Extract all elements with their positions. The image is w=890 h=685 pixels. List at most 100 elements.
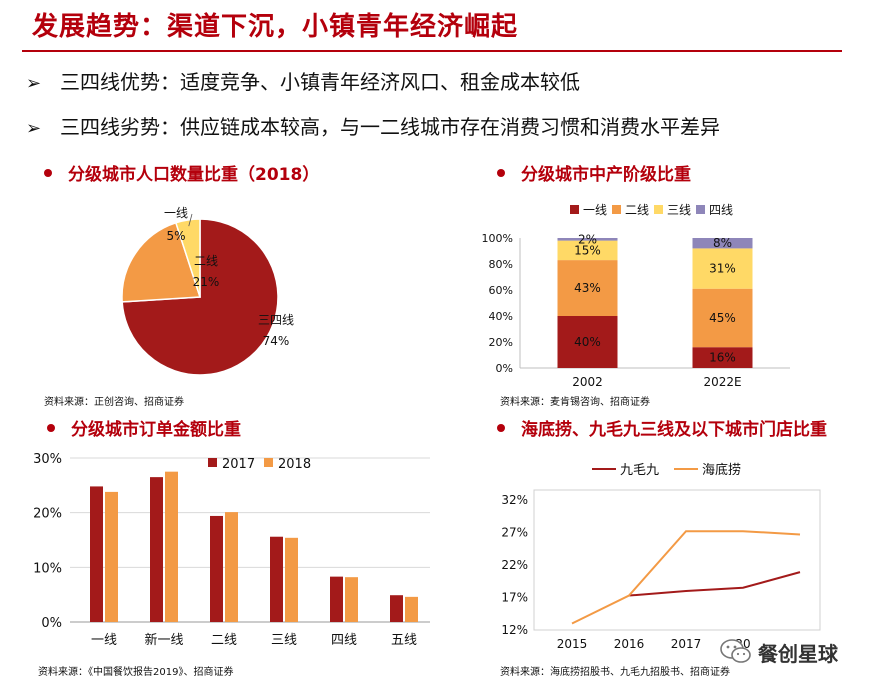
data-label: 45% xyxy=(709,311,736,325)
y-tick-label: 22% xyxy=(501,558,528,572)
store-title-text: 海底捞、九毛九三线及以下城市门店比重 xyxy=(521,420,827,440)
legend-swatch xyxy=(208,458,217,467)
bar xyxy=(105,491,118,622)
y-tick-label: 20% xyxy=(33,507,62,522)
order-source: 资料来源：《中国餐饮报告2019》、招商证券 xyxy=(38,667,234,678)
y-tick-label: 60% xyxy=(489,284,513,297)
legend-label: 二线 xyxy=(625,203,649,217)
bar xyxy=(270,536,283,622)
y-tick-label: 12% xyxy=(501,623,528,637)
bar xyxy=(90,486,103,622)
x-tick-label: 新一线 xyxy=(144,632,183,648)
pie-value-label: 5% xyxy=(166,229,185,243)
data-label: 16% xyxy=(709,351,736,365)
bar xyxy=(210,515,223,622)
pie-label: 三四线 xyxy=(258,313,294,327)
store-source: 资料来源：海底捞招股书、九毛九招股书、招商证券 xyxy=(500,667,730,678)
store-section-title: 海底捞、九毛九三线及以下城市门店比重 xyxy=(497,415,827,440)
y-tick-label: 17% xyxy=(501,591,528,605)
watermark: 餐创星球 xyxy=(718,636,868,666)
order-title-text: 分级城市订单金额比重 xyxy=(71,420,241,440)
stacked-bar-chart: 一线 二线 三线 四线 0% 20% 40% 60% 80% 100% 40% 43% 15%2% 200… xyxy=(482,203,790,389)
bar xyxy=(165,471,178,622)
grouped-bar-chart: 0% 10% 20% 30% 2017 2018 一线 新一线 二线 三线 四线 五线 xyxy=(33,452,430,648)
pie-chart: 三四线 74% 二线 21% 一线 5% xyxy=(121,206,294,376)
y-tick-label: 27% xyxy=(501,526,528,540)
pie-title-text: 分级城市人口数量比重（2018） xyxy=(68,165,320,185)
bar xyxy=(405,596,418,622)
x-tick-label: 2017 xyxy=(671,637,702,651)
stack-source: 资料来源：麦肯锡咨询、招商证券 xyxy=(500,397,650,408)
stacked-bar-segment xyxy=(557,316,618,368)
data-label: 15% xyxy=(574,243,601,257)
stacked-bar-segment xyxy=(557,260,618,316)
x-tick-label: 二线 xyxy=(211,633,237,648)
pie-slice xyxy=(121,221,202,303)
y-tick-label: 30% xyxy=(33,452,62,467)
pie-source: 资料来源：正创咨询、招商证券 xyxy=(44,397,184,408)
bullet-dot-icon xyxy=(44,169,52,177)
arrow-bullet-icon: ➢ xyxy=(26,118,42,139)
legend-label: 三线 xyxy=(667,203,691,217)
legend-swatch xyxy=(654,205,663,214)
data-label: 40% xyxy=(574,335,601,349)
x-tick-label: 2002 xyxy=(572,375,603,389)
page-title: 发展趋势：渠道下沉，小镇青年经济崛起 xyxy=(32,12,519,42)
y-tick-label: 40% xyxy=(489,310,513,323)
bullet-text: 三四线优势：适度竞争、小镇青年经济风口、租金成本较低 xyxy=(60,70,580,94)
legend-label: 九毛九 xyxy=(620,463,659,478)
bar xyxy=(150,477,163,622)
legend-label: 2018 xyxy=(278,457,311,472)
x-tick-label: 2022E xyxy=(703,375,741,389)
legend-label: 一线 xyxy=(583,203,607,217)
title-divider xyxy=(22,50,842,52)
x-tick-label: 一线 xyxy=(91,633,117,648)
legend-label: 2017 xyxy=(222,457,255,472)
x-tick-label: 四线 xyxy=(331,633,357,648)
y-tick-label: 0% xyxy=(496,362,513,375)
pie-value-label: 21% xyxy=(193,275,220,289)
stacked-bar-segment xyxy=(557,238,618,241)
stacked-bar-segment xyxy=(692,248,753,289)
legend-label: 海底捞 xyxy=(702,462,741,478)
y-tick-label: 20% xyxy=(489,336,513,349)
order-section-title: 分级城市订单金额比重 xyxy=(47,415,241,440)
data-label: 2% xyxy=(578,232,597,246)
legend-swatch xyxy=(696,205,705,214)
x-tick-label: 五线 xyxy=(391,633,417,648)
stacked-bar-segment xyxy=(692,238,753,249)
stacked-bar-segment xyxy=(692,347,753,368)
bullet-advantages: ➢ 三四线优势：适度竞争、小镇青年经济风口、租金成本较低 xyxy=(26,66,580,95)
stack-title-text: 分级城市中产阶级比重 xyxy=(521,165,691,185)
y-tick-label: 32% xyxy=(501,493,528,507)
pie-leader-line xyxy=(188,213,193,227)
y-tick-label: 80% xyxy=(489,258,513,271)
bar xyxy=(225,512,238,622)
y-tick-label: 10% xyxy=(33,561,62,576)
pie-value-label: 74% xyxy=(263,334,290,348)
data-label: 8% xyxy=(713,236,732,250)
pie-label: 一线 xyxy=(164,206,188,220)
bar xyxy=(390,595,403,622)
legend-swatch xyxy=(264,458,273,467)
stacked-bar-segment xyxy=(557,240,618,261)
series-line xyxy=(571,530,801,625)
data-label: 31% xyxy=(709,262,736,276)
bullet-dot-icon xyxy=(497,424,505,432)
pie-label: 二线 xyxy=(194,254,218,268)
arrow-bullet-icon: ➢ xyxy=(26,73,42,94)
y-tick-label: 100% xyxy=(482,232,513,245)
bullet-disadvantages: ➢ 三四线劣势：供应链成本较高，与一二线城市存在消费习惯和消费水平差异 xyxy=(26,111,720,140)
pie-slice xyxy=(174,218,201,298)
plot-frame xyxy=(533,489,821,631)
stack-section-title: 分级城市中产阶级比重 xyxy=(497,160,691,185)
x-tick-label: 2016 xyxy=(614,637,645,651)
bullet-text: 三四线劣势：供应链成本较高，与一二线城市存在消费习惯和消费水平差异 xyxy=(60,115,720,139)
stacked-bar-segment xyxy=(692,288,753,348)
watermark-text: 餐创星球 xyxy=(758,642,838,666)
pie-section-title: 分级城市人口数量比重（2018） xyxy=(44,160,319,185)
legend-label: 四线 xyxy=(709,203,733,217)
bullet-dot-icon xyxy=(47,424,55,432)
x-tick-label: 2015 xyxy=(557,637,588,651)
